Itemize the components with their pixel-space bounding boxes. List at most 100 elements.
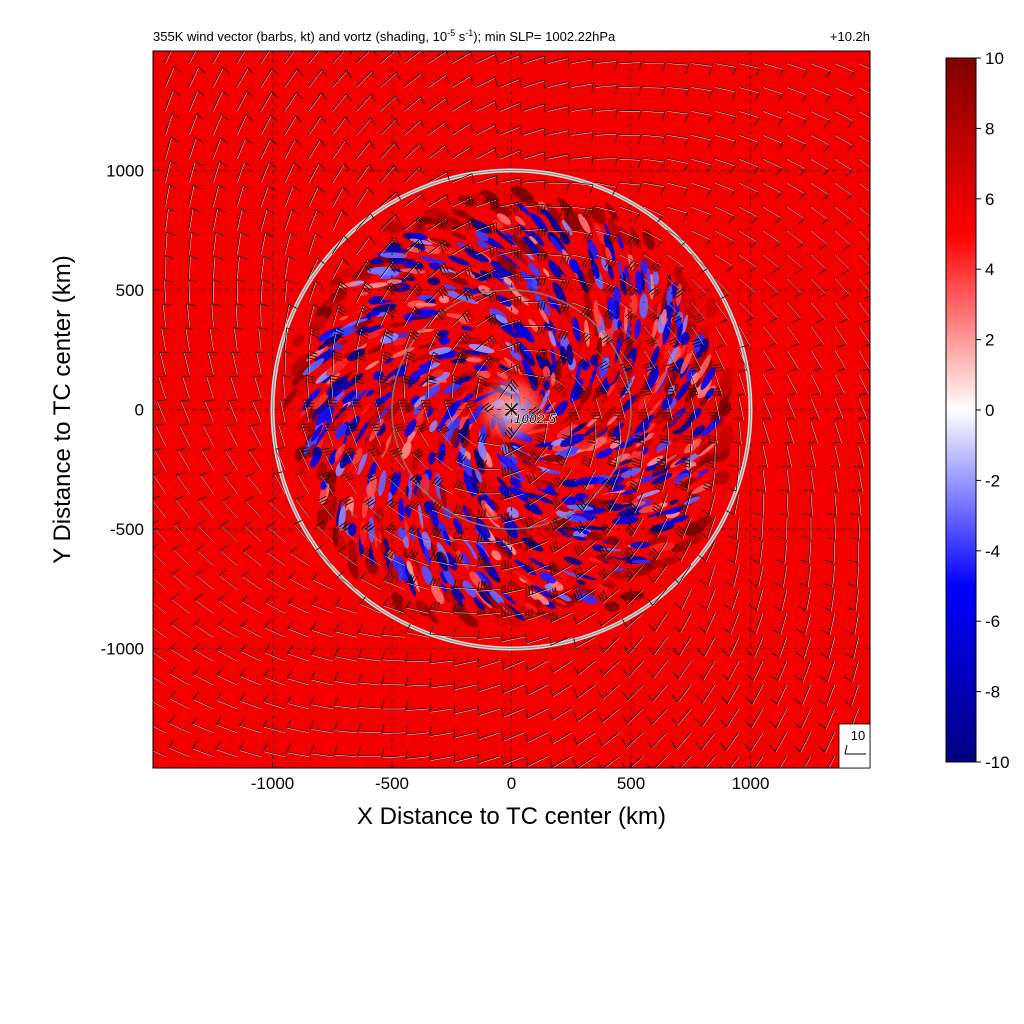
wind-barb-halo xyxy=(834,111,855,122)
vorticity-cell xyxy=(600,406,617,424)
wind-barb-halo xyxy=(602,684,620,700)
wind-barb-shaft xyxy=(379,260,394,279)
wind-barb-flag xyxy=(652,263,660,271)
wind-barb-flag xyxy=(453,579,457,588)
wind-barb-flag xyxy=(429,654,432,664)
wind-barb-flag xyxy=(483,581,486,591)
wind-barb-shaft xyxy=(678,636,692,656)
wind-barb-halo xyxy=(619,350,634,368)
wind-barb-flag xyxy=(217,618,225,626)
wind-barb-shaft xyxy=(728,636,739,657)
wind-barb-shaft xyxy=(528,492,548,506)
wind-barb-shaft xyxy=(570,397,580,419)
wind-barb-shaft xyxy=(547,205,570,208)
wind-barb-flag xyxy=(199,43,206,49)
wind-barb-halo xyxy=(779,637,788,658)
wind-barb-flag xyxy=(435,602,440,611)
wind-barb-flag xyxy=(587,283,593,292)
wind-barb-shaft xyxy=(571,277,593,285)
wind-barb-shaft xyxy=(307,209,317,231)
wind-barb-halo xyxy=(667,302,683,319)
vorticity-cell xyxy=(473,448,485,474)
wind-barb-halo xyxy=(380,283,393,303)
wind-barb-flag xyxy=(576,590,580,600)
wind-barb-flag xyxy=(629,501,637,508)
wind-barb-shaft xyxy=(825,708,835,729)
wind-barb-flag xyxy=(360,571,367,579)
wind-barb-shaft xyxy=(636,469,644,491)
wind-barb-flag xyxy=(465,199,469,209)
wind-barb-flag xyxy=(414,450,423,457)
wind-barb-flag xyxy=(840,293,850,299)
wind-barb-flag xyxy=(772,628,781,635)
wind-barb-shaft xyxy=(690,134,713,141)
wind-barb-flag xyxy=(457,454,464,463)
wind-barb-flag xyxy=(573,665,579,675)
wind-barb-shaft xyxy=(602,755,620,768)
wind-barb-flag xyxy=(528,494,532,504)
wind-barb-flag xyxy=(531,561,534,571)
wind-barb-shaft xyxy=(701,708,715,727)
vorticity-cell xyxy=(451,231,467,240)
wind-barb-halo xyxy=(454,487,477,494)
wind-barb-shaft xyxy=(676,707,692,726)
wind-barb-flag xyxy=(226,423,236,427)
wind-barb-flag xyxy=(602,309,610,317)
vorticity-cell xyxy=(650,542,675,552)
wind-barb-flag xyxy=(638,110,642,120)
wind-barb-shaft xyxy=(331,69,347,88)
vorticity-cell xyxy=(475,544,490,562)
wind-barb-shaft xyxy=(331,51,344,64)
wind-barb-halo xyxy=(201,450,214,470)
wind-barb-flag xyxy=(819,243,828,250)
wind-barb-shaft xyxy=(703,636,716,657)
wind-barb-flag xyxy=(638,61,642,71)
vorticity-cell xyxy=(640,423,650,433)
wind-barb-halo xyxy=(680,541,692,562)
vorticity-cell xyxy=(367,406,385,429)
wind-barb-flag xyxy=(419,143,425,152)
vorticity-cell xyxy=(343,372,364,390)
vorticity-cell xyxy=(475,231,489,242)
wind-barb-shaft xyxy=(577,684,596,698)
wind-barb-flag xyxy=(530,453,537,461)
vorticity-cell xyxy=(530,230,545,247)
wind-barb-halo xyxy=(762,350,776,369)
vorticity-cell xyxy=(444,400,461,420)
wind-barb-halo xyxy=(406,732,429,736)
vorticity-cell xyxy=(413,395,426,408)
vorticity-cell xyxy=(616,511,643,517)
wind-barb-halo xyxy=(310,753,333,757)
wind-barb-halo xyxy=(192,748,214,757)
wind-barb-halo xyxy=(715,374,723,396)
wind-barb-flag xyxy=(528,539,531,549)
wind-barb-flag xyxy=(480,459,484,469)
wind-barb-halo xyxy=(382,634,405,638)
wind-barb-flag xyxy=(396,428,406,432)
wind-barb-shaft xyxy=(833,421,842,443)
wind-barb-flag xyxy=(776,167,783,175)
wind-barb-shaft xyxy=(308,116,321,135)
vorticity-cell xyxy=(604,436,617,445)
wind-barb-shaft xyxy=(651,731,668,749)
wind-barb-shaft xyxy=(738,349,748,371)
wind-barb-flag xyxy=(561,434,571,438)
wind-barb-flag xyxy=(531,608,533,618)
wind-barb-flag xyxy=(552,498,559,507)
wind-barb-flag xyxy=(707,164,713,173)
wind-barb-flag xyxy=(721,673,729,681)
wind-barb-flag xyxy=(265,570,273,578)
vorticity-cell xyxy=(625,478,642,487)
wind-barb-shaft xyxy=(324,424,333,446)
wind-barb-flag xyxy=(659,441,669,444)
wind-barb-flag xyxy=(574,547,579,556)
vorticity-cell xyxy=(380,523,385,544)
wind-barb-flag xyxy=(435,577,441,587)
vorticity-cell xyxy=(404,505,412,518)
wind-barb-flag xyxy=(310,720,315,729)
wind-barb-halo xyxy=(553,541,572,554)
wind-barb-halo xyxy=(325,425,334,447)
wind-barb-halo xyxy=(278,424,286,447)
wind-barb-shaft xyxy=(455,460,476,470)
vorticity-cell xyxy=(283,387,298,409)
